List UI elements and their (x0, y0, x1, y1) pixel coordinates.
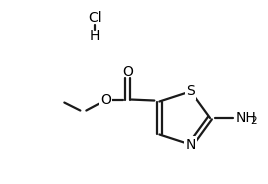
Text: O: O (100, 93, 111, 107)
Text: Cl: Cl (88, 11, 102, 25)
Text: H: H (90, 29, 100, 43)
Text: O: O (122, 65, 133, 79)
Text: S: S (186, 84, 195, 98)
Text: N: N (185, 138, 196, 152)
Text: 2: 2 (250, 116, 257, 126)
Text: NH: NH (236, 111, 257, 125)
